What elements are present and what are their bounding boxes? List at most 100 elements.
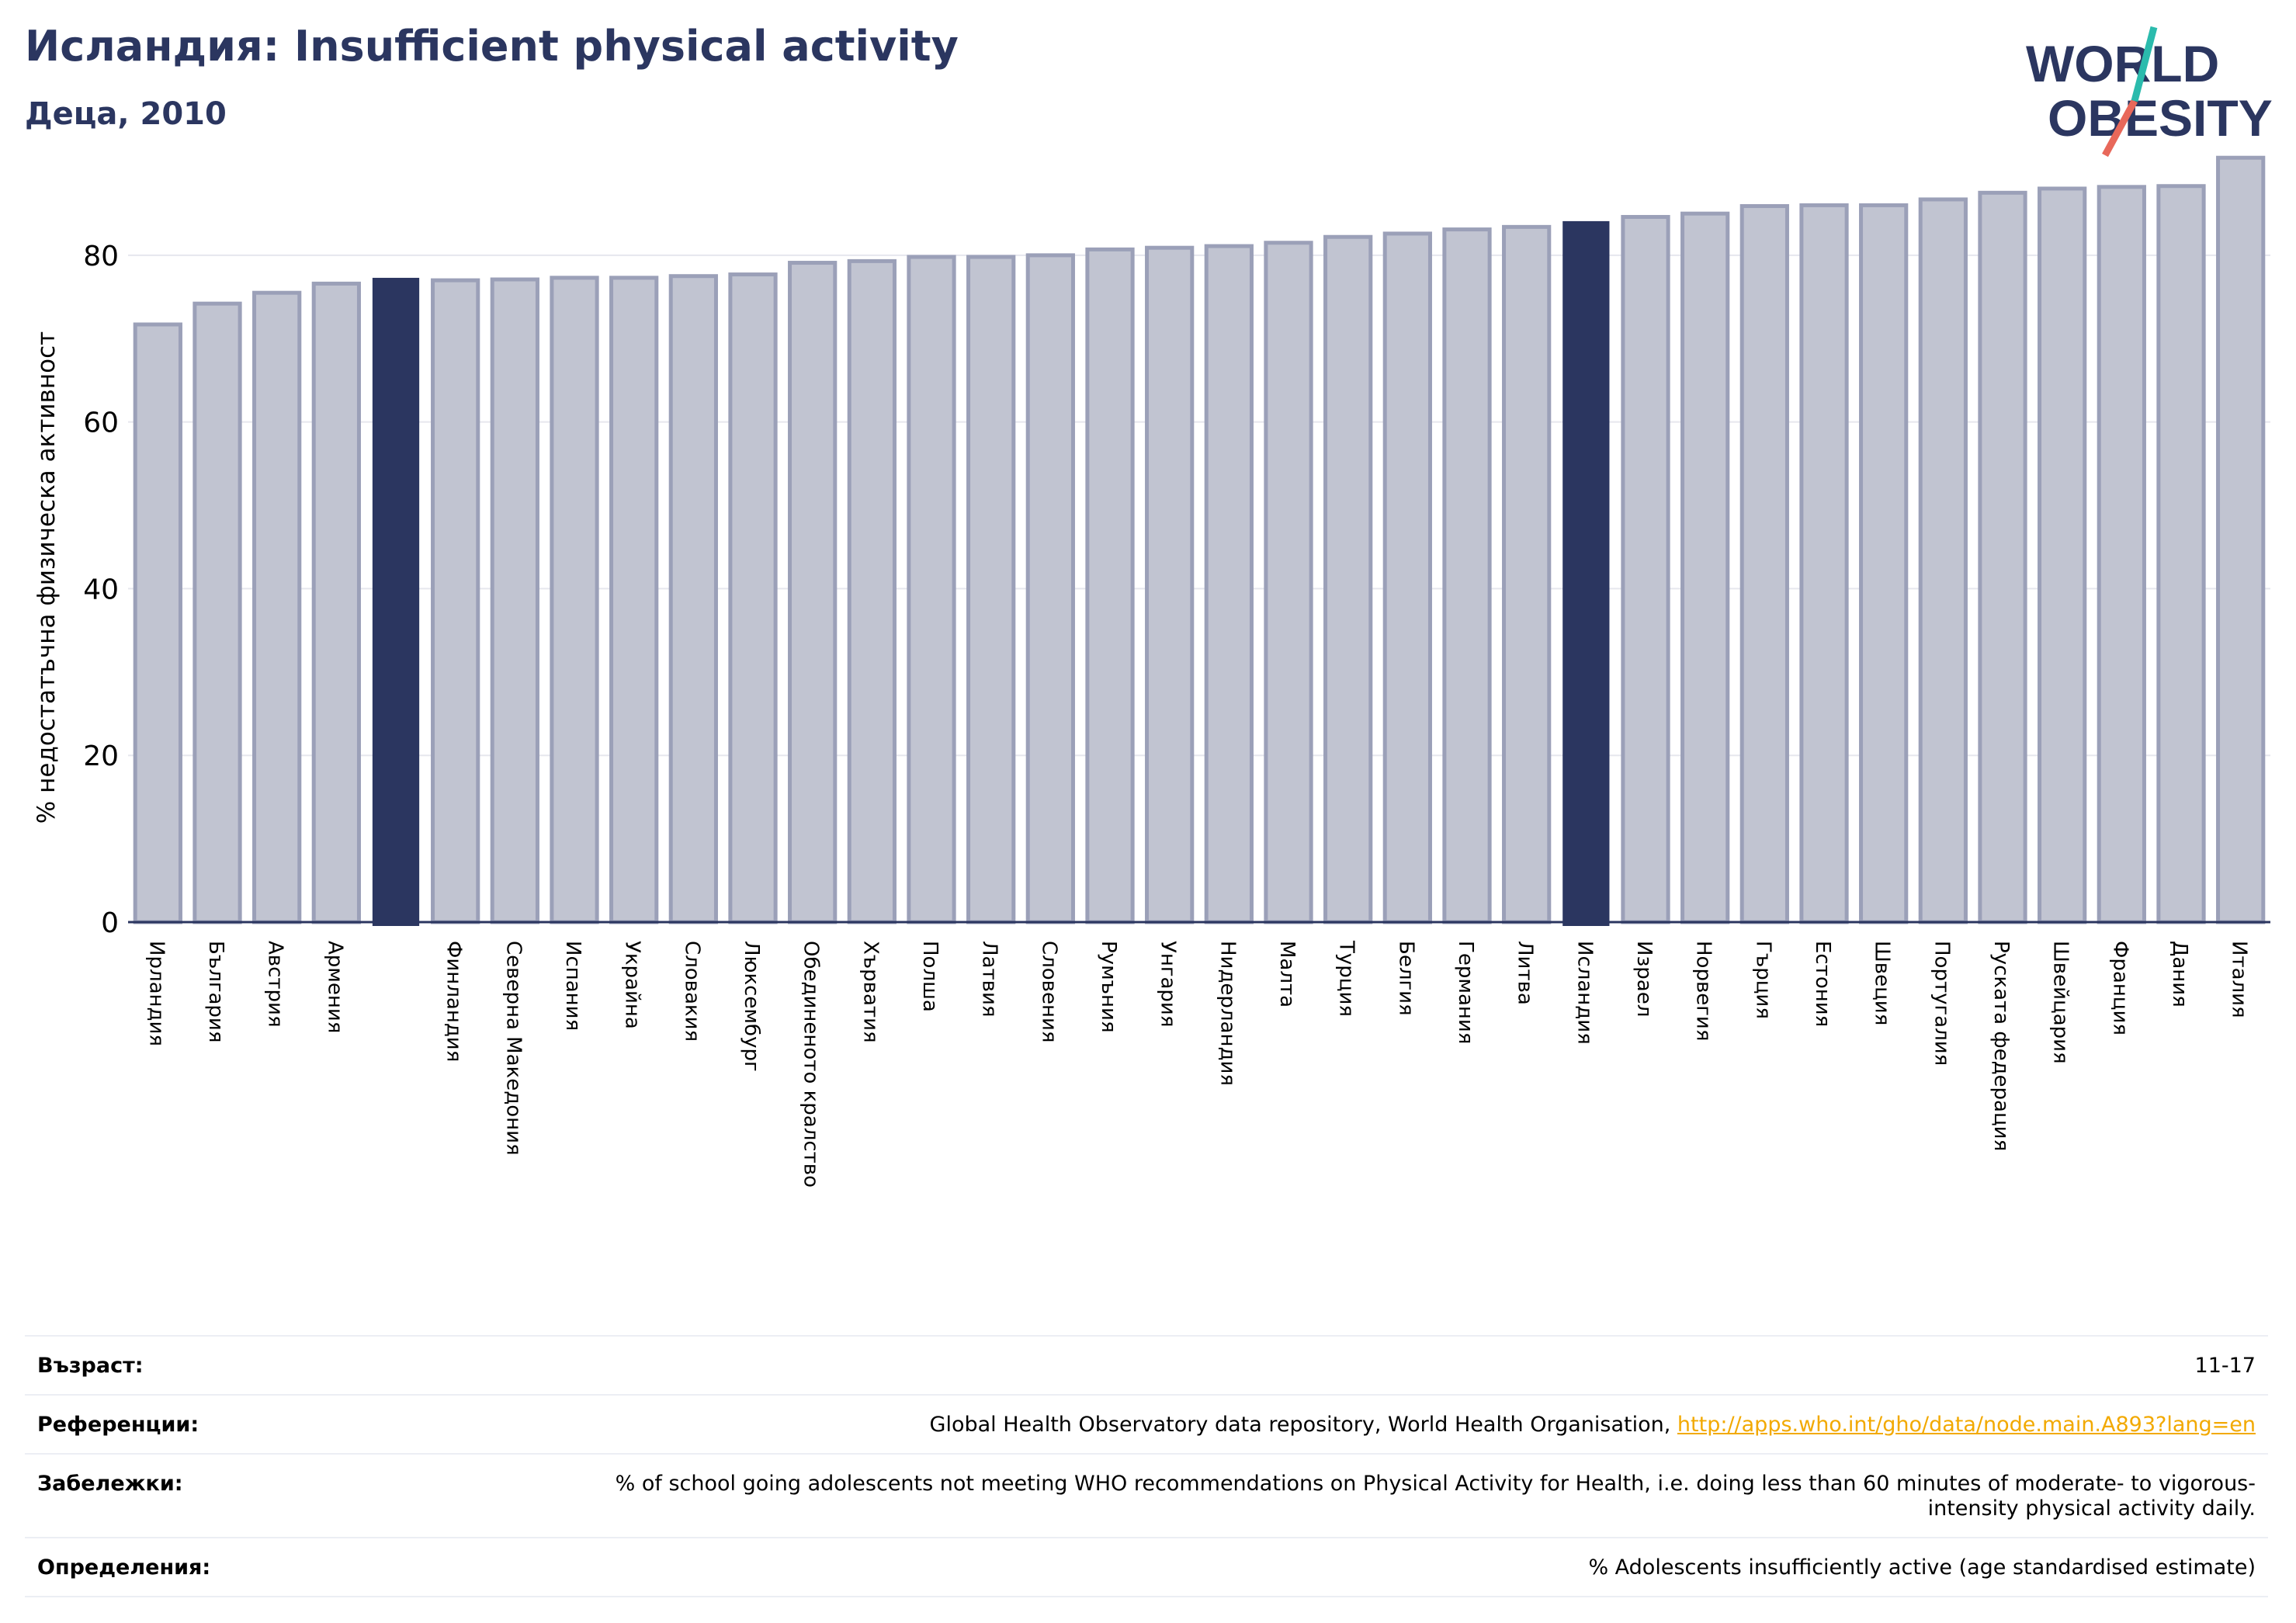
bar	[1502, 224, 1552, 924]
bar	[1442, 227, 1492, 924]
bar	[490, 277, 539, 924]
bar	[2097, 185, 2146, 924]
x-category-label: Швейцария	[2049, 941, 2072, 1064]
x-category-label: Румъния	[1097, 941, 1120, 1033]
references-link[interactable]: http://apps.who.int/gho/data/node.main.A…	[1677, 1413, 2256, 1437]
x-category-label: Дания	[2168, 941, 2191, 1007]
bar	[311, 281, 361, 924]
bar	[1382, 231, 1432, 924]
bar	[133, 322, 182, 924]
y-axis-label: % недостатъчна физическа активност	[33, 331, 61, 824]
bar	[847, 258, 897, 924]
meta-value-age: 11-17	[2194, 1354, 2256, 1378]
metadata-table: Възраст: 11-17 Референции: Global Health…	[25, 1335, 2268, 1597]
bar	[1025, 253, 1075, 924]
logo-slash-teal	[2131, 26, 2158, 102]
x-category-label: Литва	[1514, 941, 1537, 1005]
x-category-label: Швеция	[1871, 941, 1894, 1025]
logo-line2: OBESITY	[2048, 89, 2273, 147]
bar	[1680, 211, 1730, 924]
x-category-label: България	[204, 941, 227, 1042]
meta-row-age: Възраст: 11-17	[25, 1337, 2268, 1396]
bar	[1739, 204, 1789, 924]
x-category-label: Португалия	[1930, 941, 1953, 1066]
bar-chart: 0 20 40 60 80 Ирландия България Австрия Армения…	[33, 155, 2270, 1188]
x-category-label: Хърватия	[858, 941, 882, 1043]
x-category-label: Израел	[1632, 941, 1656, 1017]
logo-slash-coral	[2102, 99, 2138, 158]
x-category-label: Обединеното кралство	[799, 941, 823, 1188]
bar	[1264, 241, 1313, 924]
bar	[192, 301, 242, 924]
meta-key-age: Възраст:	[37, 1354, 144, 1378]
bar	[907, 255, 956, 924]
x-category-label: Украйна	[621, 941, 644, 1029]
x-category-label: Северна Македония	[501, 941, 525, 1156]
meta-value-notes: % of school going adolescents not meetin…	[615, 1472, 2256, 1521]
bar	[728, 272, 778, 924]
bar	[788, 261, 838, 924]
meta-key-references: Референции:	[37, 1413, 199, 1437]
x-category-label: Турция	[1335, 940, 1358, 1017]
x-category-label: Гърция	[1751, 941, 1774, 1019]
bar	[2216, 155, 2266, 924]
bar	[1145, 245, 1195, 924]
bar	[668, 274, 718, 924]
x-category-label: Испания	[561, 941, 584, 1031]
y-tick-label: 0	[101, 907, 119, 939]
bar	[1621, 214, 1670, 924]
y-tick-label: 80	[83, 241, 119, 272]
meta-value-definitions: % Adolescents insufficiently active (age…	[1588, 1555, 2256, 1580]
world-obesity-logo: WORLD OBESITY	[2026, 26, 2273, 158]
x-category-label: Исландия	[1573, 941, 1596, 1045]
y-tick-label: 20	[83, 740, 119, 772]
x-category-label: Малта	[1275, 941, 1299, 1007]
y-tick-label: 60	[83, 407, 119, 439]
meta-key-notes: Забележки:	[37, 1472, 183, 1496]
meta-value-references: Global Health Observatory data repositor…	[930, 1413, 2256, 1437]
y-axis-ticks: 0 20 40 60 80	[83, 241, 119, 939]
x-category-label: Австрия	[264, 941, 287, 1028]
bar-highlighted	[1562, 220, 1610, 927]
meta-references-text: Global Health Observatory data repositor…	[929, 1413, 1677, 1437]
x-category-label: Люксембург	[740, 941, 763, 1072]
x-category-label: Белгия	[1394, 941, 1417, 1016]
x-category-label: Италия	[2228, 941, 2251, 1018]
x-category-label: Латвия	[978, 941, 1001, 1018]
logo-line1: WORLD	[2026, 35, 2219, 92]
chart-subtitle: Деца, 2010	[25, 96, 227, 132]
x-category-label: Нидерландия	[1216, 941, 1239, 1086]
chart-title: Исландия: Insufficient physical activity	[25, 22, 959, 71]
bar-highlighted	[372, 277, 420, 926]
bar	[550, 276, 599, 924]
meta-row-references: Референции: Global Health Observatory da…	[25, 1396, 2268, 1455]
bar	[252, 290, 302, 924]
x-category-label: Германия	[1454, 941, 1477, 1044]
x-category-label: Финландия	[442, 941, 466, 1062]
bar	[1204, 244, 1254, 924]
bar	[609, 276, 659, 924]
bar	[1918, 197, 1968, 924]
x-category-label: Руската федерация	[1989, 941, 2013, 1151]
bar	[1859, 203, 1909, 924]
bar	[1978, 190, 2027, 924]
x-category-label: Естония	[1811, 941, 1834, 1027]
bar	[2156, 184, 2206, 924]
x-category-label: Словения	[1037, 941, 1060, 1043]
bar	[966, 255, 1016, 924]
x-category-label: Словакия	[680, 941, 703, 1042]
bar	[1799, 203, 1849, 924]
bar	[2038, 186, 2087, 924]
y-tick-label: 40	[83, 574, 119, 605]
x-axis-labels: Ирландия България Австрия Армения Финландия С…	[144, 940, 2250, 1188]
x-category-label: Армения	[323, 941, 346, 1033]
bar	[1323, 234, 1373, 924]
x-category-label: Ирландия	[144, 941, 168, 1046]
x-category-label: Франция	[2108, 941, 2131, 1035]
bar	[1085, 247, 1135, 924]
bars	[133, 155, 2266, 927]
bar	[431, 278, 480, 924]
meta-row-definitions: Определения: % Adolescents insufficientl…	[25, 1538, 2268, 1597]
x-category-label: Полша	[918, 941, 942, 1012]
x-category-label: Унгария	[1157, 941, 1180, 1027]
